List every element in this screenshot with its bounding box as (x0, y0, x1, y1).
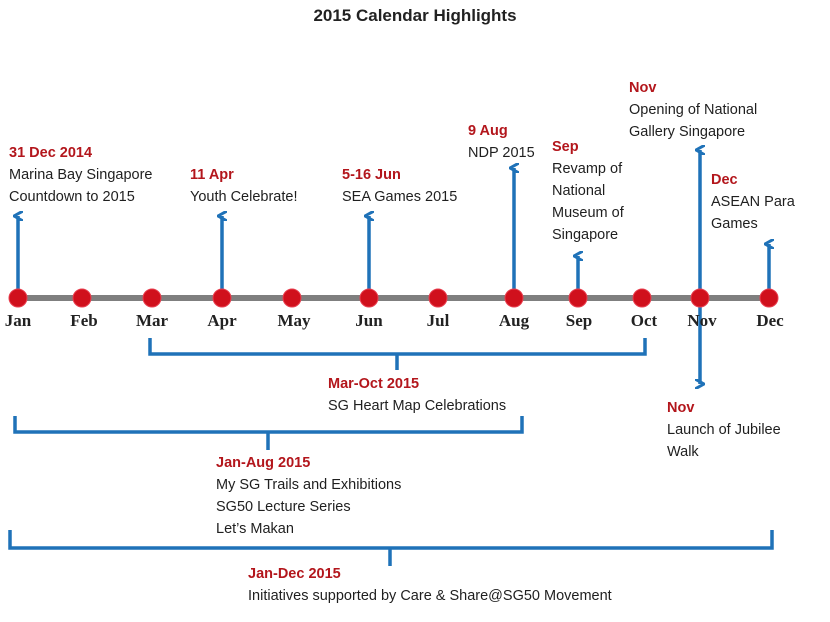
event-text: SEA Games 2015 (342, 189, 458, 205)
event-text: NDP 2015 (468, 145, 535, 161)
range-text: SG Heart Map Celebrations (328, 398, 507, 414)
range-date: Mar-Oct 2015 (328, 376, 420, 392)
event-museum-revamp: Sep Revamp of National Museum of Singapo… (552, 136, 624, 246)
event-date: Nov (629, 80, 657, 96)
event-date: Sep (552, 139, 579, 155)
month-label-sep: Sep (565, 311, 593, 330)
event-text: Games (711, 216, 758, 232)
month-label-apr: Apr (207, 311, 237, 330)
event-text: Youth Celebrate! (190, 189, 298, 205)
bracket-mar-oct (148, 338, 647, 370)
event-date: 5-16 Jun (342, 167, 401, 183)
range-text: SG50 Lecture Series (216, 499, 351, 515)
month-label-may: May (277, 311, 311, 330)
event-text: National (552, 183, 606, 199)
month-label-jun: Jun (355, 311, 383, 330)
event-date: Nov (667, 400, 695, 416)
event-date: 31 Dec 2014 (9, 145, 93, 161)
event-jubilee-walk: Nov Launch of Jubilee Walk (667, 397, 781, 463)
range-brackets (8, 338, 774, 566)
event-text: Walk (667, 444, 699, 460)
event-text: Opening of National (629, 102, 758, 118)
event-text: Singapore (552, 227, 619, 243)
month-label-aug: Aug (498, 311, 530, 330)
event-text: Marina Bay Singapore (9, 167, 153, 183)
event-text: ASEAN Para (711, 194, 795, 210)
month-label-jan: Jan (4, 311, 32, 330)
range-date: Jan-Aug 2015 (216, 455, 311, 471)
range-text: My SG Trails and Exhibitions (216, 477, 402, 493)
bracket-jan-dec (8, 530, 774, 566)
event-date: 9 Aug (468, 123, 508, 139)
event-national-gallery: Nov Opening of National Gallery Singapor… (629, 77, 757, 143)
month-label-jul: Jul (426, 311, 450, 330)
month-label-feb: Feb (70, 311, 98, 330)
range-text: Initiatives supported by Care & Share@SG… (248, 588, 612, 604)
event-text: Countdown to 2015 (9, 189, 135, 205)
event-date: Dec (711, 172, 738, 188)
event-text: Museum of (552, 205, 624, 221)
event-text: Launch of Jubilee (667, 422, 781, 438)
event-ndp: 9 Aug NDP 2015 (468, 120, 535, 164)
event-text: Revamp of (552, 161, 623, 177)
month-label-dec: Dec (756, 311, 784, 330)
bracket-jan-aug (13, 416, 524, 450)
page-title: 2015 Calendar Highlights (313, 6, 517, 25)
range-date: Jan-Dec 2015 (248, 566, 341, 582)
event-youth-celebrate: 11 Apr Youth Celebrate! (190, 164, 298, 208)
month-label-mar: Mar (135, 311, 169, 330)
range-sg-heart-map: Mar-Oct 2015 SG Heart Map Celebrations (328, 373, 506, 417)
event-asean-para-games: Dec ASEAN Para Games (711, 169, 795, 235)
month-label-nov: Nov (687, 311, 717, 330)
range-text: Let’s Makan (216, 521, 294, 537)
month-dots (8, 288, 779, 308)
range-jan-aug: Jan-Aug 2015 My SG Trails and Exhibition… (216, 452, 401, 540)
event-text: Gallery Singapore (629, 124, 746, 140)
month-label-oct: Oct (630, 311, 658, 330)
range-care-share: Jan-Dec 2015 Initiatives supported by Ca… (248, 563, 612, 607)
event-date: 11 Apr (190, 167, 234, 183)
event-marina-bay-countdown: 31 Dec 2014 Marina Bay Singapore Countdo… (9, 142, 152, 208)
event-sea-games: 5-16 Jun SEA Games 2015 (342, 164, 457, 208)
